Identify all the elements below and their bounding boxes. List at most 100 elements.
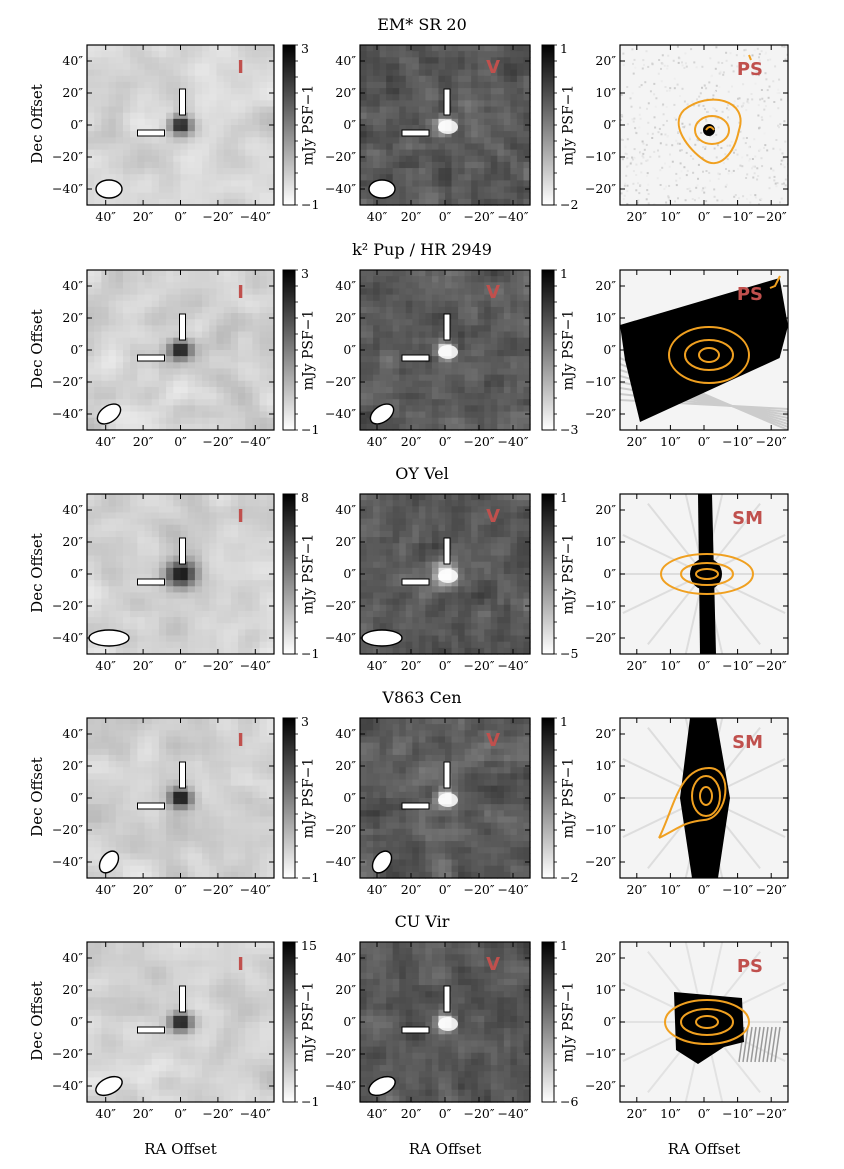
colorbar-label: mJy PSF−1 [560, 981, 577, 1063]
star-title: CU Vir [394, 912, 450, 931]
x-tick-label: −10″ [722, 658, 753, 673]
contour-lines [668, 275, 781, 384]
position-marker-horizontal [137, 129, 165, 137]
y-tick-label: −20″ [325, 149, 356, 164]
colorbar [541, 269, 555, 431]
optical-tag: PS [737, 956, 763, 977]
colorbar [282, 44, 296, 206]
heatmap-cells [87, 718, 275, 879]
x-tick-label: 20″ [627, 209, 648, 224]
x-tick-label: −20″ [756, 434, 787, 449]
y-tick-label: 40″ [62, 278, 83, 293]
x-tick-label: 20″ [401, 1106, 422, 1121]
colorbar-min-label: −1 [301, 422, 319, 437]
colorbar [282, 493, 296, 655]
colorbar-min-label: −1 [301, 197, 319, 212]
y-tick-label: −40″ [325, 181, 356, 196]
y-tick-label: 0″ [603, 1014, 616, 1029]
stokes-I-tag: I [237, 282, 244, 303]
y-tick-label: −20″ [585, 630, 616, 645]
stokes-V-tag: V [486, 954, 500, 975]
source-blob [438, 569, 458, 583]
y-tick-label: 20″ [335, 85, 356, 100]
y-tick-label: −40″ [52, 406, 83, 421]
x-tick-label: −20″ [202, 434, 233, 449]
contour-lines [660, 553, 754, 595]
y-tick-label: 40″ [335, 950, 356, 965]
stokes-I-tag: I [237, 954, 244, 975]
optical-tag: PS [737, 59, 763, 80]
y-tick-label: 20″ [335, 310, 356, 325]
x-tick-label: 10″ [660, 658, 681, 673]
position-marker-horizontal [137, 354, 165, 362]
row-panels: 40″ 20″ 0″ −20″ −40″40″20″0″−20″−40″I3−140″ 2… [52, 41, 789, 224]
contour-lines [658, 766, 727, 839]
y-tick-label: −20″ [585, 181, 616, 196]
y-tick-label: −40″ [52, 181, 83, 196]
y-tick-label: −20″ [325, 1046, 356, 1061]
position-marker-vertical [443, 761, 451, 789]
star-title: k² Pup / HR 2949 [352, 240, 492, 259]
x-tick-label: −20″ [756, 1106, 787, 1121]
y-tick-label: 20″ [62, 758, 83, 773]
colorbar-max-label: 1 [560, 41, 568, 56]
star-title: V863 Cen [382, 688, 462, 707]
y-tick-label: 40″ [62, 502, 83, 517]
x-tick-label: −40″ [240, 882, 271, 897]
y-tick-label: 20″ [62, 982, 83, 997]
beam-ellipse [369, 403, 395, 425]
y-tick-label: −20″ [325, 822, 356, 837]
y-tick-label: −10″ [585, 149, 616, 164]
y-tick-label: 40″ [62, 726, 83, 741]
position-marker-horizontal [137, 1026, 165, 1034]
row-panels: 40″ 20″ 0″ −20″ −40″40″20″0″−20″−40″I15−140″… [52, 938, 789, 1121]
x-tick-label: 0″ [174, 658, 187, 673]
row-panels: 40″ 20″ 0″ −20″ −40″40″20″0″−20″−40″I8−140″ 2… [52, 490, 789, 673]
row-panels: 40″ 20″ 0″ −20″ −40″40″20″0″−20″−40″I3−140″ 2… [52, 266, 789, 449]
y-tick-label: 20″ [595, 502, 616, 517]
colorbar-max-label: 3 [301, 266, 309, 281]
colorbar [541, 717, 555, 879]
x-tick-label: −20″ [756, 882, 787, 897]
source-blob [438, 345, 458, 359]
y-tick-label: 0″ [343, 342, 356, 357]
colorbar-label: mJy PSF−1 [560, 84, 577, 166]
y-tick-label: −40″ [325, 1078, 356, 1093]
position-marker-horizontal [401, 578, 430, 586]
colorbar-max-label: 15 [301, 938, 317, 953]
heatmap-cells [360, 942, 531, 1103]
colorbar-min-label: −1 [301, 1094, 319, 1109]
y-tick-label: 0″ [70, 790, 83, 805]
colorbar-min-label: −1 [301, 870, 319, 885]
beam-ellipse [95, 1075, 123, 1097]
colorbar [282, 717, 296, 879]
colorbar-max-label: 1 [560, 714, 568, 729]
x-tick-label: −40″ [497, 1106, 528, 1121]
beam-ellipse [368, 179, 396, 199]
optical-image [620, 942, 788, 1102]
y-tick-label: 0″ [603, 342, 616, 357]
y-tick-label: 40″ [62, 53, 83, 68]
y-tick-label: 20″ [335, 982, 356, 997]
x-tick-label: −20″ [756, 209, 787, 224]
contour-lines [664, 999, 750, 1045]
heatmap-cells [360, 45, 531, 206]
x-tick-label: 10″ [660, 1106, 681, 1121]
x-tick-label: 0″ [174, 1106, 187, 1121]
x-tick-label: 40″ [367, 209, 388, 224]
x-tick-label: −20″ [202, 209, 233, 224]
x-tick-label: 10″ [660, 434, 681, 449]
x-tick-label: 20″ [627, 1106, 648, 1121]
x-tick-label: −20″ [202, 658, 233, 673]
x-tick-label: −20″ [202, 882, 233, 897]
y-tick-label: −20″ [585, 854, 616, 869]
x-tick-label: −10″ [722, 882, 753, 897]
beam-ellipse [371, 850, 393, 874]
y-tick-label: −40″ [325, 630, 356, 645]
x-tick-label: −40″ [240, 434, 271, 449]
x-tick-label: 40″ [95, 882, 116, 897]
x-tick-label: 20″ [401, 658, 422, 673]
x-tick-label: 20″ [401, 209, 422, 224]
position-marker-horizontal [401, 1026, 430, 1034]
position-marker-vertical [179, 537, 186, 565]
